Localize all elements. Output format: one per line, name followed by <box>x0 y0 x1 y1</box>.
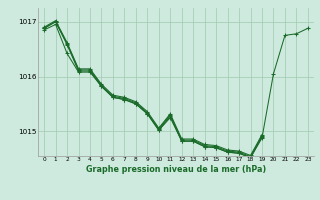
X-axis label: Graphe pression niveau de la mer (hPa): Graphe pression niveau de la mer (hPa) <box>86 165 266 174</box>
